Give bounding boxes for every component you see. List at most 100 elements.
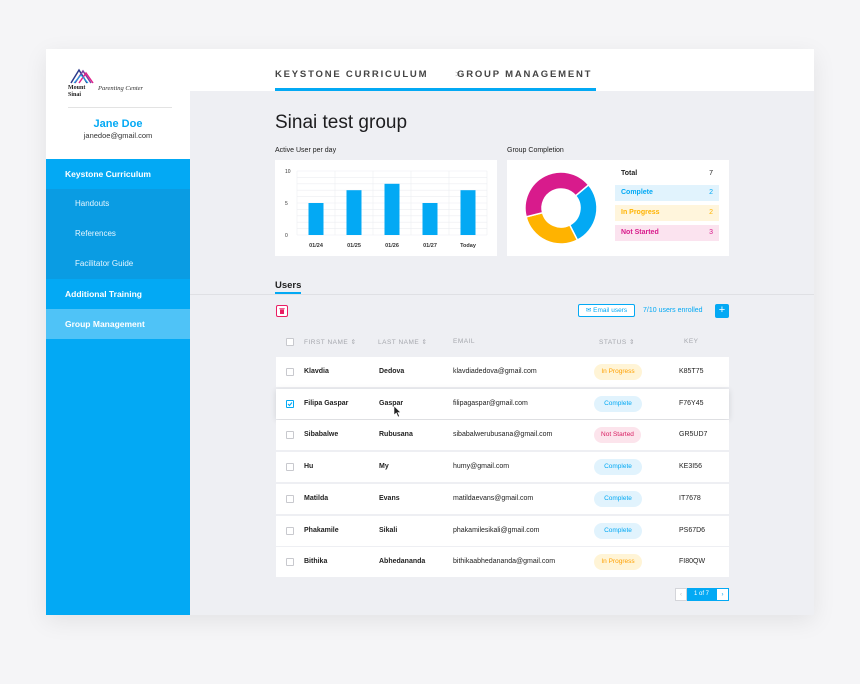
- check-icon: [287, 401, 293, 407]
- column-header-key: KEY: [684, 338, 699, 345]
- cell-email: humy@gmail.com: [453, 463, 510, 471]
- status-badge: In Progress: [594, 554, 642, 571]
- add-user-button[interactable]: +: [715, 304, 729, 318]
- delete-button[interactable]: [276, 305, 288, 317]
- cell-key: KE3I56: [679, 463, 702, 471]
- column-header-label: FIRST NAME: [304, 339, 349, 346]
- sidebar-item-additional-training[interactable]: Additional Training: [65, 289, 142, 299]
- sidebar-item-group-management[interactable]: Group Management: [46, 309, 190, 339]
- cell-first-name: Filipa Gaspar: [304, 399, 349, 407]
- table-row[interactable]: Sibabalwe Rubusana sibabalwerubusana@gma…: [276, 420, 729, 451]
- page-title: Sinai test group: [275, 112, 408, 133]
- logo-wordmark: Mount Sinai: [68, 85, 86, 98]
- x-tick-label: 01/25: [347, 243, 361, 249]
- cell-key: F76Y45: [679, 399, 704, 407]
- bar-chart-label: Active User per day: [275, 147, 337, 154]
- y-tick-label: 0: [285, 233, 288, 239]
- sidebar-item-handouts[interactable]: Handouts: [46, 189, 190, 219]
- email-users-button[interactable]: ✉ Email users: [578, 304, 635, 317]
- status-badge: Complete: [594, 522, 642, 539]
- status-badge: In Progress: [594, 364, 642, 380]
- sort-icon: ⇕: [629, 339, 635, 346]
- pagination-next-button[interactable]: ›: [716, 588, 729, 601]
- cell-first-name: Klavdia: [304, 368, 329, 375]
- sort-icon: ⇕: [350, 339, 357, 346]
- table-row[interactable]: Klavdia Dedova klavdiadedova@gmail.com I…: [276, 357, 729, 387]
- cell-first-name: Bithika: [304, 558, 328, 566]
- row-checkbox[interactable]: [286, 494, 294, 503]
- cell-email: bithikaabhedananda@gmail.com: [453, 558, 556, 566]
- column-header-first-name[interactable]: FIRST NAME ⇕: [304, 338, 357, 346]
- legend-not-started-value: 3: [709, 229, 713, 236]
- sidebar-item-facilitator-guide[interactable]: Facilitator Guide: [46, 249, 190, 279]
- cell-last-name: Abhedananda: [379, 558, 426, 566]
- status-badge: Not Started: [594, 427, 641, 444]
- column-header-last-name[interactable]: LAST NAME ⇕: [378, 338, 428, 346]
- table-row[interactable]: Hu My humy@gmail.com Complete KE3I56: [276, 452, 729, 483]
- sort-icon: ⇕: [421, 339, 428, 346]
- x-tick-label: 01/26: [385, 243, 399, 249]
- envelope-icon: ✉: [585, 307, 592, 314]
- logo-tagline: Parenting Center: [98, 85, 144, 92]
- pagination-prev-button[interactable]: ‹: [675, 588, 687, 601]
- legend-complete-value: 2: [709, 189, 713, 196]
- table-row[interactable]: Phakamile Sikali phakamilesikali@gmail.c…: [276, 515, 729, 546]
- pagination-current-page: 1 of 7: [687, 588, 716, 601]
- donut-slice-not-started: [524, 171, 590, 218]
- cell-last-name: Rubusana: [379, 431, 413, 439]
- cell-last-name: Gaspar: [379, 399, 404, 407]
- cell-first-name: Hu: [304, 463, 314, 471]
- bar: [422, 203, 438, 235]
- mountain-logo-icon: [70, 68, 94, 84]
- cell-last-name: Evans: [379, 494, 400, 502]
- donut-chart: [524, 171, 598, 245]
- cell-last-name: Sikali: [379, 526, 398, 534]
- donut-chart-panel: Total 7 Complete 2 In Progress 2 Not Sta…: [507, 160, 729, 256]
- bar: [384, 183, 400, 235]
- breadcrumb: KEYSTONE CURRICULUM > GROUP MANAGEMENT: [190, 49, 814, 91]
- row-checkbox[interactable]: [286, 463, 294, 472]
- row-checkbox[interactable]: [286, 526, 294, 535]
- row-checkbox[interactable]: [286, 558, 294, 567]
- users-section-title: Users: [275, 280, 302, 291]
- cell-key: IT7678: [679, 494, 701, 502]
- breadcrumb-underline: [275, 88, 596, 91]
- cell-first-name: Phakamile: [304, 526, 339, 534]
- x-tick-label: 01/27: [423, 243, 437, 249]
- breadcrumb-group-management[interactable]: GROUP MANAGEMENT: [457, 69, 593, 80]
- cell-email: matildaevans@gmail.com: [453, 494, 534, 502]
- cell-key: K85T75: [679, 368, 704, 375]
- x-tick-label: Today: [460, 243, 477, 249]
- divider: [190, 294, 814, 295]
- column-header-label: LAST NAME: [378, 339, 420, 346]
- sidebar-item-references[interactable]: References: [46, 219, 190, 249]
- legend-total-label: Total: [621, 170, 638, 177]
- email-users-label: Email users: [593, 307, 628, 314]
- row-checkbox[interactable]: [286, 399, 294, 408]
- status-badge: Complete: [594, 459, 642, 476]
- row-checkbox[interactable]: [286, 368, 294, 376]
- divider: [68, 107, 172, 108]
- legend-complete: Complete 2: [615, 185, 719, 201]
- status-badge: Complete: [594, 490, 642, 507]
- user-email: janedoe@gmail.com: [83, 131, 153, 140]
- donut-chart-label: Group Completion: [507, 147, 564, 154]
- table-row[interactable]: Bithika Abhedananda bithikaabhedananda@g…: [276, 547, 729, 578]
- bar-chart: 10 5 0 01/24 01/25 01/26 01/27 Today: [285, 169, 488, 249]
- legend-not-started: Not Started 3: [615, 225, 719, 241]
- donut-slice-in-progress: [525, 211, 579, 245]
- cell-email: sibabalwerubusana@gmail.com: [453, 431, 553, 439]
- select-all-checkbox[interactable]: [286, 338, 294, 346]
- y-tick-label: 10: [285, 169, 291, 175]
- table-row[interactable]: Filipa Gaspar Gaspar filipagaspar@gmail.…: [276, 388, 729, 419]
- column-header-status[interactable]: STATUS ⇕: [599, 338, 635, 346]
- legend-total-value: 7: [709, 170, 713, 177]
- cell-email: filipagaspar@gmail.com: [453, 399, 528, 407]
- bar-chart-panel: 10 5 0 01/24 01/25 01/26 01/27 Today: [275, 160, 497, 256]
- cell-last-name: My: [379, 463, 389, 471]
- table-row[interactable]: Matilda Evans matildaevans@gmail.com Com…: [276, 483, 729, 514]
- breadcrumb-keystone-curriculum[interactable]: KEYSTONE CURRICULUM: [275, 69, 429, 80]
- cell-email: klavdiadedova@gmail.com: [453, 368, 537, 375]
- row-checkbox[interactable]: [286, 431, 294, 440]
- sidebar-item-keystone-curriculum[interactable]: Keystone Curriculum: [65, 169, 151, 179]
